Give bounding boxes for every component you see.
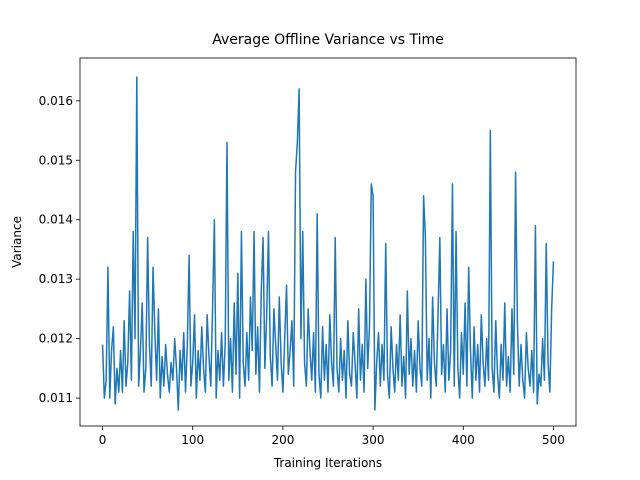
y-tick-label: 0.011 xyxy=(39,391,73,405)
y-tick-label: 0.015 xyxy=(39,153,73,167)
x-tick-label: 100 xyxy=(181,433,204,447)
chart-title: Average Offline Variance vs Time xyxy=(212,32,444,48)
y-tick-label: 0.016 xyxy=(39,94,73,108)
data-line xyxy=(101,76,555,411)
y-tick-label: 0.013 xyxy=(39,272,73,286)
x-tick-label: 500 xyxy=(542,433,565,447)
x-tick-label: 300 xyxy=(362,433,385,447)
y-tick-label: 0.014 xyxy=(39,213,73,227)
y-axis-label: Variance xyxy=(10,216,24,268)
x-tick-label: 400 xyxy=(452,433,475,447)
x-tick-label: 0 xyxy=(99,433,107,447)
axes-frame xyxy=(79,57,577,427)
y-tick-label: 0.012 xyxy=(39,332,73,346)
x-tick-label: 200 xyxy=(271,433,294,447)
x-axis-label: Training Iterations xyxy=(273,456,382,470)
